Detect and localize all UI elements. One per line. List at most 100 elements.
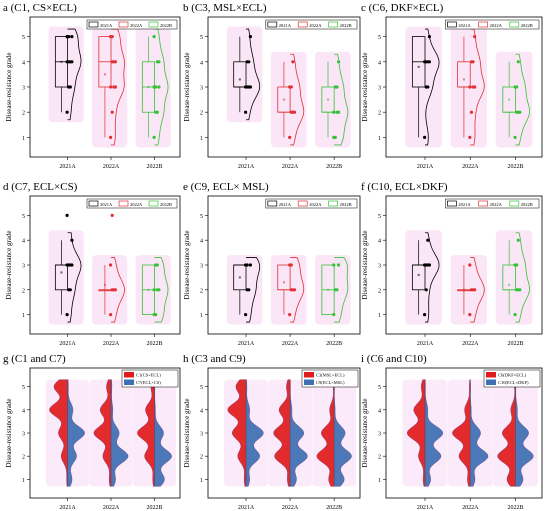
x-tick-label: 2022B <box>326 164 342 170</box>
data-point <box>424 263 428 267</box>
legend-label: 2022B <box>340 23 352 28</box>
series-2021A <box>405 26 442 148</box>
series-2021A <box>226 255 263 325</box>
x-tick-label: 2022B <box>326 341 342 347</box>
mean-marker <box>508 98 511 101</box>
panel-frame <box>207 16 361 158</box>
data-point <box>468 313 472 317</box>
panel-title: e (C9, ECL× MSL) <box>183 181 269 193</box>
legend-swatch <box>124 372 134 378</box>
data-point <box>157 85 161 89</box>
data-point <box>426 60 430 64</box>
data-point <box>288 313 292 317</box>
y-tick-label: 3 <box>378 432 381 438</box>
x-tick-label: 2022A <box>462 505 479 511</box>
panel-6: f (C10, ECL×DKF) Disease-resistance grade… <box>361 181 543 347</box>
series-2021A <box>48 213 84 325</box>
panel-title: i (C6 and C10) <box>361 353 427 365</box>
violin-shade <box>226 26 263 123</box>
violin-2022A <box>268 379 312 487</box>
data-point <box>468 85 472 89</box>
series-2022B <box>315 51 351 148</box>
series-2022B <box>495 230 533 325</box>
violin-2021A <box>402 379 448 487</box>
panel-frame <box>385 195 543 335</box>
x-tick-label: 2022A <box>282 505 299 511</box>
legend: 2021A 2022A 2022B <box>265 19 358 30</box>
data-point <box>152 135 156 139</box>
y-tick-label: 5 <box>378 385 381 391</box>
y-tick-label: 4 <box>378 60 381 66</box>
violin-shade <box>315 51 351 148</box>
mean-marker <box>147 86 150 88</box>
legend-box <box>265 198 358 209</box>
panel-title: h (C3 and C9) <box>183 353 246 365</box>
half-violin-left <box>49 379 68 487</box>
legend-box <box>301 369 359 388</box>
y-tick-label: 1 <box>378 478 381 484</box>
legend-swatch <box>297 21 308 28</box>
x-tick-label: 2022A <box>103 341 120 347</box>
data-point <box>423 313 427 317</box>
series-2022B <box>315 255 351 325</box>
legend-label: 2021A <box>279 202 292 207</box>
y-tick-label: 5 <box>22 385 25 391</box>
y-axis-label: Disease-resistance grade <box>5 399 13 468</box>
y-tick-label: 1 <box>22 478 25 484</box>
legend-swatch <box>509 21 520 28</box>
data-point <box>68 85 72 89</box>
data-point <box>518 288 522 292</box>
legend: C6(DKF×ECL) C10(ECL×DKF) <box>483 369 541 388</box>
legend-swatch <box>328 21 338 28</box>
y-tick-label: 3 <box>200 264 203 270</box>
data-point <box>516 60 520 64</box>
data-point <box>248 263 252 267</box>
mean-marker <box>417 273 420 276</box>
violin-outline <box>67 28 82 121</box>
legend-label: C7(ECL×CS) <box>136 380 161 385</box>
panel-title: b (C3, MSL×ECL) <box>183 2 267 14</box>
data-point <box>113 60 117 64</box>
legend-box <box>86 19 178 30</box>
half-violin-right <box>289 379 308 487</box>
legend-label: C3(MSL×ECL) <box>316 373 345 378</box>
legend-box <box>86 198 178 209</box>
y-tick-label: 4 <box>378 239 381 245</box>
mean-marker <box>462 288 465 291</box>
legend-label: C9(ECL×MSL) <box>316 380 345 385</box>
data-point <box>292 110 297 114</box>
legend-swatch <box>509 200 520 207</box>
panel-frame <box>385 16 543 158</box>
data-point <box>288 135 292 139</box>
y-axis-label: Disease-resistance grade <box>183 399 191 468</box>
half-violin-left <box>406 379 426 487</box>
series-2021A <box>405 230 442 325</box>
y-tick-label: 5 <box>378 214 381 220</box>
x-tick-label: 2022B <box>326 505 342 511</box>
panel-title: g (C1 and C7) <box>3 353 66 365</box>
legend-label: 2022B <box>160 202 172 207</box>
legend: 2021A 2022A 2022B <box>265 198 358 209</box>
data-point <box>154 313 158 317</box>
y-tick-label: 4 <box>22 60 25 66</box>
x-tick-label: 2021A <box>59 505 76 511</box>
series-2022A <box>450 255 488 325</box>
panel-title: f (C10, ECL×DKF) <box>361 181 448 193</box>
series-2022B <box>135 255 171 325</box>
y-tick-label: 2 <box>378 455 381 461</box>
mean-marker <box>282 98 285 101</box>
y-tick-label: 2 <box>378 111 381 117</box>
series-2022A <box>270 255 307 325</box>
data-point <box>109 263 113 267</box>
x-tick-label: 2021A <box>417 164 434 170</box>
violin-outline <box>515 53 530 146</box>
data-point <box>109 135 113 139</box>
data-point <box>515 85 519 89</box>
legend-swatch <box>88 200 99 207</box>
panel-4: d (C7, ECL×CS) Disease-resistance grade 1 2… <box>3 181 181 347</box>
data-point <box>70 238 74 242</box>
panel-frame <box>29 367 181 499</box>
x-tick-label: 2022A <box>103 505 120 511</box>
legend-swatch <box>486 372 496 378</box>
